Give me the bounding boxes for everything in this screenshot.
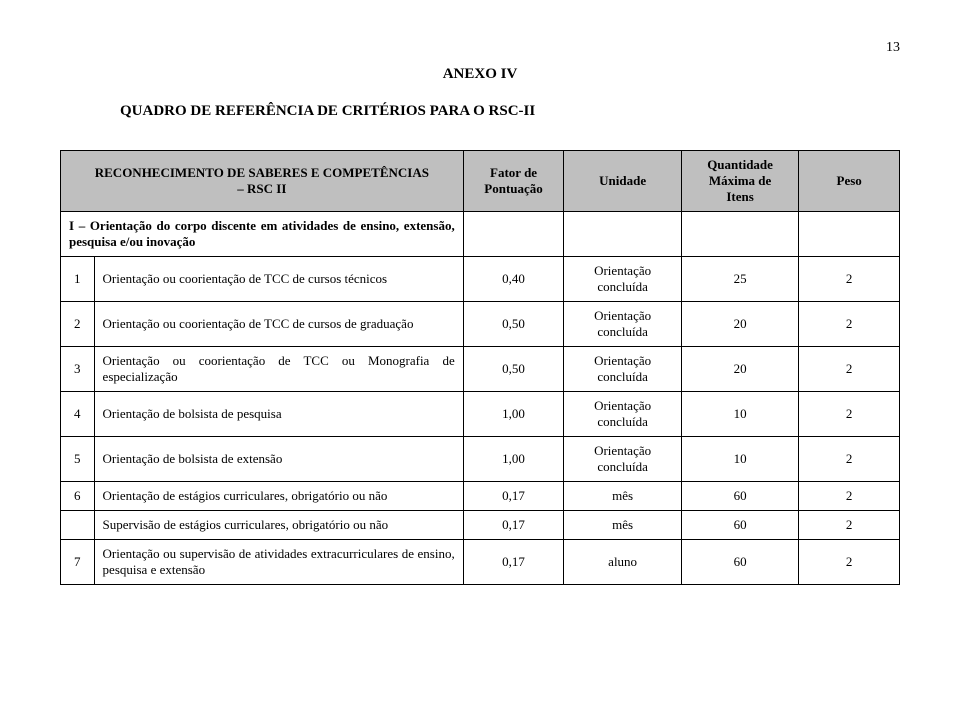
row-fator: 1,00 (463, 437, 564, 482)
row-number: 3 (61, 347, 95, 392)
row-desc: Orientação de bolsista de pesquisa (94, 392, 463, 437)
row-qtd: 25 (681, 257, 798, 302)
table-row: 7 Orientação ou supervisão de atividades… (61, 540, 900, 585)
table-row: 2 Orientação ou coorientação de TCC de c… (61, 302, 900, 347)
row-unidade: Orientação concluída (564, 302, 681, 347)
header-peso: Peso (799, 151, 900, 212)
row-fator: 0,17 (463, 540, 564, 585)
header-quantidade: Quantidade Máxima de Itens (681, 151, 798, 212)
row-number (61, 511, 95, 540)
row-peso: 2 (799, 302, 900, 347)
row-number: 6 (61, 482, 95, 511)
row-unidade: Orientação concluída (564, 392, 681, 437)
row-unidade: mês (564, 482, 681, 511)
row-desc: Orientação ou supervisão de atividades e… (94, 540, 463, 585)
table-row: 4 Orientação de bolsista de pesquisa 1,0… (61, 392, 900, 437)
row-desc: Orientação ou coorientação de TCC de cur… (94, 302, 463, 347)
table-row: Supervisão de estágios curriculares, obr… (61, 511, 900, 540)
header-fator: Fator de Pontuação (463, 151, 564, 212)
header-text: Quantidade (707, 157, 773, 172)
row-number: 1 (61, 257, 95, 302)
row-unidade: Orientação concluída (564, 437, 681, 482)
row-qtd: 60 (681, 511, 798, 540)
row-peso: 2 (799, 540, 900, 585)
header-text: Máxima de (709, 173, 771, 188)
row-fator: 0,17 (463, 511, 564, 540)
table-row: 6 Orientação de estágios curriculares, o… (61, 482, 900, 511)
row-unidade: mês (564, 511, 681, 540)
header-text: Itens (726, 189, 753, 204)
table-body: I – Orientação do corpo discente em ativ… (61, 212, 900, 585)
row-peso: 2 (799, 392, 900, 437)
row-peso: 2 (799, 347, 900, 392)
row-unidade: aluno (564, 540, 681, 585)
header-text: Pontuação (484, 181, 543, 196)
empty-cell (681, 212, 798, 257)
header-unidade: Unidade (564, 151, 681, 212)
header-reconhecimento: RECONHECIMENTO DE SABERES E COMPETÊNCIAS… (61, 151, 464, 212)
row-qtd: 20 (681, 347, 798, 392)
anexo-title: ANEXO IV (60, 66, 900, 83)
row-qtd: 10 (681, 392, 798, 437)
row-peso: 2 (799, 257, 900, 302)
section-label: I – Orientação do corpo discente em ativ… (61, 212, 464, 257)
row-fator: 1,00 (463, 392, 564, 437)
row-peso: 2 (799, 437, 900, 482)
row-peso: 2 (799, 482, 900, 511)
empty-cell (799, 212, 900, 257)
row-peso: 2 (799, 511, 900, 540)
page-number: 13 (60, 40, 900, 56)
row-qtd: 60 (681, 482, 798, 511)
row-unidade: Orientação concluída (564, 257, 681, 302)
table-row: 1 Orientação ou coorientação de TCC de c… (61, 257, 900, 302)
row-qtd: 20 (681, 302, 798, 347)
row-number: 7 (61, 540, 95, 585)
table-row: 3 Orientação ou coorientação de TCC ou M… (61, 347, 900, 392)
empty-cell (463, 212, 564, 257)
row-fator: 0,50 (463, 347, 564, 392)
row-fator: 0,40 (463, 257, 564, 302)
table-header-row: RECONHECIMENTO DE SABERES E COMPETÊNCIAS… (61, 151, 900, 212)
row-number: 4 (61, 392, 95, 437)
row-desc: Supervisão de estágios curriculares, obr… (94, 511, 463, 540)
header-text: Fator de (490, 165, 537, 180)
row-desc: Orientação de estágios curriculares, obr… (94, 482, 463, 511)
row-fator: 0,17 (463, 482, 564, 511)
row-qtd: 10 (681, 437, 798, 482)
row-number: 5 (61, 437, 95, 482)
header-text: – RSC II (237, 181, 286, 196)
section-row: I – Orientação do corpo discente em ativ… (61, 212, 900, 257)
row-qtd: 60 (681, 540, 798, 585)
row-unidade: Orientação concluída (564, 347, 681, 392)
quadro-title: QUADRO DE REFERÊNCIA DE CRITÉRIOS PARA O… (120, 103, 900, 120)
row-desc: Orientação ou coorientação de TCC de cur… (94, 257, 463, 302)
criteria-table: RECONHECIMENTO DE SABERES E COMPETÊNCIAS… (60, 150, 900, 585)
empty-cell (564, 212, 681, 257)
header-text: RECONHECIMENTO DE SABERES E COMPETÊNCIAS (95, 165, 429, 180)
table-row: 5 Orientação de bolsista de extensão 1,0… (61, 437, 900, 482)
row-number: 2 (61, 302, 95, 347)
row-fator: 0,50 (463, 302, 564, 347)
row-desc: Orientação ou coorientação de TCC ou Mon… (94, 347, 463, 392)
row-desc: Orientação de bolsista de extensão (94, 437, 463, 482)
